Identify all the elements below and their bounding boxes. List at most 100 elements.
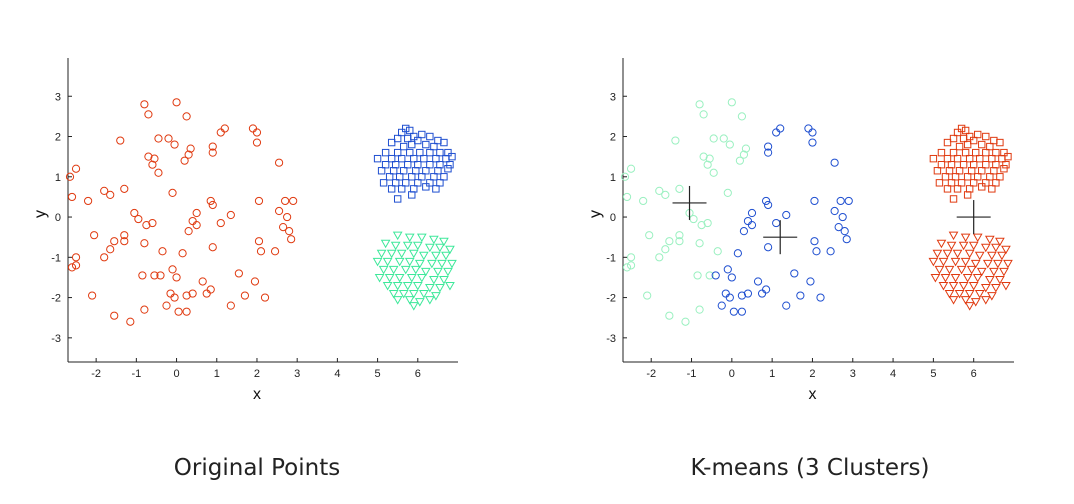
- data-point-triangle: [439, 237, 449, 247]
- data-point-triangle: [388, 265, 399, 275]
- data-point-circle: [289, 196, 298, 206]
- data-point-circle: [729, 307, 738, 316]
- data-point-triangle: [958, 241, 969, 251]
- data-point-circle: [703, 218, 712, 228]
- data-point-circle: [186, 144, 195, 153]
- data-point-circle: [697, 220, 706, 230]
- data-point-circle: [140, 100, 149, 109]
- data-point-circle: [150, 271, 159, 280]
- data-point-circle: [830, 158, 839, 167]
- data-point-triangle: [394, 273, 405, 283]
- data-point-circle: [67, 192, 77, 202]
- data-point-square: [967, 167, 976, 175]
- data-point-square: [937, 148, 946, 157]
- data-point-circle: [120, 184, 129, 193]
- data-point-triangle: [404, 233, 415, 243]
- data-point-circle: [168, 188, 177, 197]
- data-point-circle: [655, 186, 664, 195]
- data-point-triangle: [380, 239, 391, 249]
- data-point-circle: [626, 253, 636, 262]
- data-point-circle: [208, 142, 217, 151]
- y-axis-label: y: [32, 210, 49, 218]
- data-point-circle: [254, 196, 264, 206]
- data-point-square: [391, 179, 400, 187]
- data-point-circle: [661, 190, 670, 200]
- data-point-circle: [719, 134, 728, 143]
- data-point-circle: [252, 138, 262, 147]
- data-point-circle: [739, 150, 749, 159]
- data-point-circle: [757, 289, 767, 298]
- data-point-triangle: [392, 231, 403, 241]
- data-point-circle: [695, 100, 704, 109]
- data-point-square: [982, 132, 990, 141]
- data-point-square: [408, 173, 416, 181]
- data-point-triangle: [429, 235, 439, 245]
- data-point-circle: [252, 128, 262, 137]
- y-tick-label: 0: [55, 212, 61, 224]
- data-point-triangle: [950, 273, 961, 283]
- data-point-triangle: [986, 292, 997, 301]
- data-point-triangle: [394, 257, 405, 267]
- data-point-triangle: [390, 241, 401, 251]
- data-point-circle: [164, 134, 173, 143]
- y-tick-label: -1: [606, 252, 616, 264]
- data-point-triangle: [938, 257, 949, 267]
- x-tick-label: 6: [415, 368, 421, 380]
- data-point-square: [381, 161, 390, 169]
- data-point-square: [969, 161, 978, 169]
- data-point-circle: [88, 291, 97, 300]
- x-tick-label: -2: [646, 368, 656, 380]
- data-point-square: [420, 154, 428, 163]
- data-point-circle: [747, 220, 757, 230]
- data-point-triangle: [386, 249, 397, 259]
- data-point-circle: [250, 277, 260, 286]
- data-point-circle: [790, 269, 799, 278]
- data-point-circle: [154, 168, 163, 177]
- data-point-circle: [148, 218, 157, 228]
- data-point-circle: [174, 307, 183, 316]
- data-point-circle: [810, 196, 819, 206]
- data-point-circle: [126, 317, 135, 326]
- data-point-circle: [256, 247, 266, 256]
- data-point-circle: [170, 293, 179, 302]
- data-point-triangle: [408, 290, 419, 299]
- x-tick-label: 3: [294, 368, 300, 380]
- y-tick-label: -3: [606, 333, 616, 345]
- data-point-circle: [671, 136, 680, 145]
- data-point-square: [949, 134, 958, 143]
- data-point-square: [396, 173, 404, 181]
- data-point-triangle: [938, 281, 949, 291]
- data-point-circle: [248, 124, 258, 133]
- data-point-triangle: [932, 249, 943, 259]
- data-point-triangle: [424, 243, 435, 253]
- data-point-triangle: [412, 241, 423, 251]
- data-point-square: [1000, 165, 1008, 173]
- data-point-circle: [120, 237, 129, 246]
- data-point-triangle: [418, 290, 429, 299]
- data-point-circle: [71, 164, 81, 173]
- data-point-circle: [743, 289, 753, 298]
- data-point-triangle: [995, 237, 1005, 247]
- data-point-square: [1002, 161, 1010, 169]
- data-point-triangle: [980, 296, 991, 305]
- data-point-triangle: [972, 233, 983, 243]
- data-point-square: [988, 185, 996, 193]
- data-point-square: [414, 161, 422, 169]
- data-point-square: [444, 165, 452, 173]
- data-point-circle: [90, 231, 99, 240]
- data-point-triangle: [997, 251, 1007, 261]
- data-point-circle: [689, 214, 698, 224]
- data-point-square: [422, 183, 430, 191]
- data-point-circle: [705, 154, 714, 163]
- y-tick-label: 1: [55, 172, 61, 184]
- x-tick-label: 5: [375, 368, 381, 380]
- data-point-square: [949, 195, 958, 203]
- data-point-triangle: [1001, 281, 1011, 291]
- data-point-square: [992, 148, 1000, 157]
- data-point-square: [945, 167, 954, 175]
- data-point-circle: [681, 317, 690, 326]
- data-point-triangle: [416, 233, 427, 243]
- data-point-triangle: [412, 281, 423, 291]
- right-chart-panel: -2 -1 0 1 2 3 4 5 6 3 2 1 0 -1 -2 -3 x y: [537, 0, 1074, 445]
- data-point-square: [410, 154, 418, 163]
